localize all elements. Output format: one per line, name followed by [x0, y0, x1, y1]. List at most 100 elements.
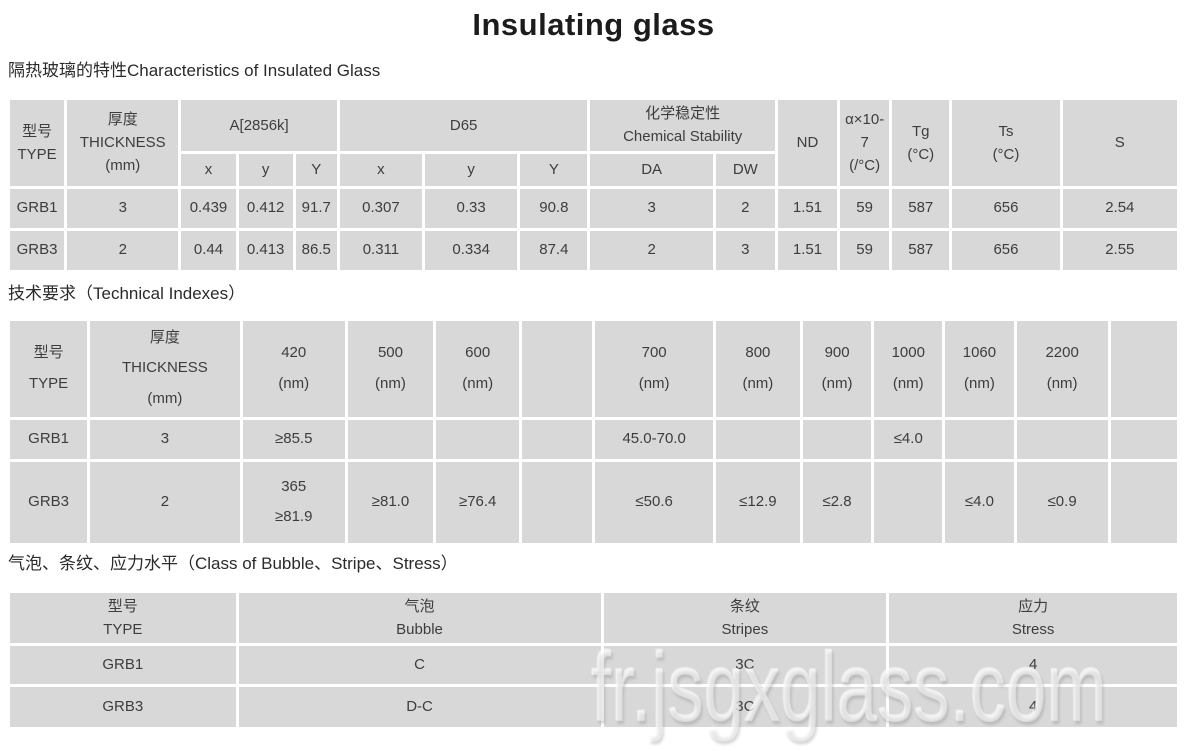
row-grb3: GRB3 2 0.44 0.413 86.5 0.311 0.334 87.4 2 3 1.51 59… — [6, 227, 1181, 273]
header-cell: Y — [517, 150, 591, 189]
data-cell: 3C — [600, 643, 890, 688]
header-cell: y — [422, 150, 521, 189]
header-cell: D65 — [336, 97, 591, 154]
data-cell: 0.412 — [235, 185, 296, 231]
header-cell: S — [1059, 97, 1181, 189]
header-cell: 厚度 THICKNESS (mm) — [64, 97, 182, 189]
data-cell: ≤4.0 — [942, 458, 1017, 546]
data-cell: 1.51 — [774, 227, 841, 273]
data-cell: 2 — [587, 227, 716, 273]
data-cell — [942, 416, 1017, 462]
header-cell: 1060 (nm) — [942, 317, 1017, 420]
bubble-stripe-stress-table: 型号 TYPE 气泡 Bubble 条纹 Stripes 应力 Stress GRB1 C 3C 4 G… — [7, 589, 1180, 731]
characteristics-table: 型号 TYPE 厚度 THICKNESS (mm) A[2856k] D65 化学稳定性 Che… — [6, 97, 1181, 273]
data-cell: 587 — [889, 227, 953, 273]
section-heading-bubble-stripe-stress: 气泡、条纹、应力水平（Class of Bubble、Stripe、Stress… — [8, 553, 458, 573]
header-cell: 700 (nm) — [592, 317, 716, 420]
data-cell — [712, 416, 804, 462]
data-cell: ≤2.8 — [799, 458, 875, 546]
data-cell: 87.4 — [517, 227, 591, 273]
data-cell: 587 — [889, 185, 953, 231]
header-cell: Y — [292, 150, 340, 189]
header-cell: 600 (nm) — [433, 317, 523, 420]
row-grb3: GRB3 2 365 ≥81.9 ≥81.0 ≥76.4 ≤50.6 ≤12.9 ≤2.8 ≤4.… — [6, 458, 1181, 546]
header-cell: 应力 Stress — [886, 589, 1180, 647]
data-cell: 365 ≥81.9 — [239, 458, 348, 546]
data-cell: 1.51 — [774, 185, 841, 231]
technical-indexes-table: 型号 TYPE 厚度 THICKNESS (mm) 420 (nm) 500 (nm) 600 (n… — [6, 317, 1181, 546]
data-cell: 656 — [949, 227, 1063, 273]
data-cell: 45.0-70.0 — [592, 416, 716, 462]
data-cell: ≤50.6 — [592, 458, 716, 546]
data-cell — [344, 416, 437, 462]
data-cell: 0.33 — [422, 185, 521, 231]
data-cell: 3 — [87, 416, 243, 462]
header-cell: 420 (nm) — [239, 317, 348, 420]
data-cell: 0.311 — [336, 227, 426, 273]
data-cell: 3 — [587, 185, 716, 231]
data-cell: ≥81.0 — [344, 458, 437, 546]
header-cell: 型号 TYPE — [7, 589, 239, 647]
data-cell — [1107, 416, 1181, 462]
header-cell: Ts (°C) — [949, 97, 1063, 189]
data-cell: 90.8 — [517, 185, 591, 231]
data-cell: ≤12.9 — [712, 458, 804, 546]
data-cell: 4 — [886, 643, 1180, 688]
data-cell: 2 — [712, 185, 778, 231]
data-cell: 3 — [712, 227, 778, 273]
header-cell: 型号 TYPE — [6, 317, 91, 420]
data-cell: ≥85.5 — [239, 416, 348, 462]
data-cell: 4 — [886, 684, 1180, 731]
row-grb1: GRB1 C 3C 4 — [7, 643, 1180, 688]
header-cell: y — [235, 150, 296, 189]
data-cell: 656 — [949, 185, 1063, 231]
data-cell — [799, 416, 875, 462]
data-cell — [1107, 458, 1181, 546]
data-cell — [433, 416, 523, 462]
data-cell: GRB1 — [7, 643, 239, 688]
header-row: 型号 TYPE 气泡 Bubble 条纹 Stripes 应力 Stress — [7, 589, 1180, 647]
header-cell: DW — [712, 150, 778, 189]
data-cell: 3C — [600, 684, 890, 731]
data-cell: 2 — [64, 227, 182, 273]
header-cell: 1000 (nm) — [871, 317, 946, 420]
section-heading-characteristics: 隔热玻璃的特性Characteristics of Insulated Glas… — [8, 61, 381, 80]
data-cell: 0.307 — [336, 185, 426, 231]
data-cell: ≤4.0 — [871, 416, 946, 462]
header-cell: 500 (nm) — [344, 317, 437, 420]
data-cell: GRB1 — [6, 185, 68, 231]
header-cell: 化学稳定性 Chemical Stability — [587, 97, 778, 154]
row-grb1: GRB1 3 0.439 0.412 91.7 0.307 0.33 90.8 3 2 1.51 59… — [6, 185, 1181, 231]
data-cell: 86.5 — [292, 227, 340, 273]
data-cell: 2 — [87, 458, 243, 546]
header-cell: x — [178, 150, 239, 189]
data-cell: GRB3 — [6, 227, 68, 273]
header-cell: α×10-7 (/°C) — [837, 97, 893, 189]
data-cell — [1013, 416, 1111, 462]
header-cell: 气泡 Bubble — [235, 589, 604, 647]
data-cell: ≤0.9 — [1013, 458, 1111, 546]
row-grb3: GRB3 D-C 3C 4 — [7, 684, 1180, 731]
row-grb1: GRB1 3 ≥85.5 45.0-70.0 ≤4.0 — [6, 416, 1181, 462]
data-cell: C — [235, 643, 604, 688]
data-cell: 2.55 — [1059, 227, 1181, 273]
data-cell: GRB3 — [6, 458, 91, 546]
header-cell: 条纹 Stripes — [600, 589, 890, 647]
header-row-1: 型号 TYPE 厚度 THICKNESS (mm) A[2856k] D65 化学稳定性 Che… — [6, 97, 1181, 189]
data-cell: 0.413 — [235, 227, 296, 273]
data-cell: 0.439 — [178, 185, 239, 231]
header-cell: x — [336, 150, 426, 189]
data-cell: 0.334 — [422, 227, 521, 273]
data-cell: D-C — [235, 684, 604, 731]
data-cell — [871, 458, 946, 546]
header-cell — [1107, 317, 1181, 420]
header-row: 型号 TYPE 厚度 THICKNESS (mm) 420 (nm) 500 (nm) 600 (n… — [6, 317, 1181, 420]
header-cell: ND — [774, 97, 841, 189]
data-cell: 91.7 — [292, 185, 340, 231]
header-cell — [519, 317, 596, 420]
page-title: Insulating glass — [472, 7, 715, 42]
data-cell: 2.54 — [1059, 185, 1181, 231]
data-cell: 59 — [837, 227, 893, 273]
header-cell: 型号 TYPE — [6, 97, 68, 189]
